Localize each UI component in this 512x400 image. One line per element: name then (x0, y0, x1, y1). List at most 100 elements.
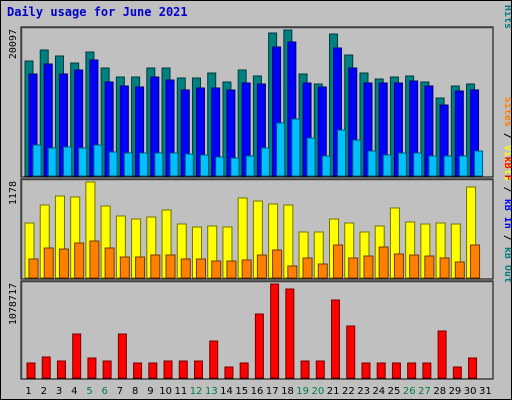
x-tick-label-2: 2 (41, 386, 47, 397)
bar-pages-day-21 (337, 129, 347, 177)
bar-pages-day-27 (428, 155, 438, 177)
bar-kb-f-day-20 (315, 360, 325, 379)
x-tick-label-22: 22 (342, 386, 355, 397)
bar-kb-f-day-13 (209, 340, 219, 379)
bar-kb-f-day-6 (102, 360, 112, 379)
legend-part-4: kB Out (502, 247, 511, 283)
bar-pages-day-16 (260, 147, 270, 177)
bar-pages-day-14 (230, 157, 240, 177)
bar-pages-day-17 (276, 122, 286, 177)
bar-sites-day-24 (378, 246, 389, 279)
x-tick-label-28: 28 (433, 386, 446, 397)
bar-sites-day-4 (74, 242, 85, 279)
x-tick-label-12: 12 (190, 386, 203, 397)
y-max-label-bottom: 1078717 (8, 283, 19, 325)
panel-middle: 1178 Sites / Visits (8, 97, 511, 280)
bar-kb-f-day-18 (285, 288, 295, 379)
bar-pages-day-13 (215, 156, 225, 177)
x-tick-label-31: 31 (479, 386, 492, 397)
bar-sites-day-21 (333, 244, 344, 279)
bar-pages-day-11 (184, 153, 194, 177)
bar-pages-day-7 (123, 152, 133, 177)
bar-pages-day-4 (78, 147, 88, 177)
bar-sites-day-13 (211, 260, 222, 279)
x-tick-label-19: 19 (296, 386, 309, 397)
panel-top: 20097 Pages / Files / Hits (8, 1, 511, 178)
legend-part-3: / (502, 229, 511, 247)
bar-kb-f-day-5 (87, 357, 97, 379)
bar-sites-day-6 (104, 247, 115, 279)
bar-kb-f-day-8 (133, 362, 143, 379)
bar-sites-day-29 (454, 261, 465, 279)
bar-sites-day-27 (424, 255, 435, 279)
legend-part-0: kB F (502, 157, 511, 181)
x-tick-label-24: 24 (372, 386, 385, 397)
bar-pages-day-26 (413, 152, 423, 177)
bar-kb-f-day-10 (163, 360, 173, 379)
legend-part-4: Hits (502, 5, 511, 29)
bar-pages-day-18 (291, 118, 301, 177)
x-tick-label-3: 3 (56, 386, 62, 397)
bar-kb-f-day-25 (391, 362, 401, 379)
bar-sites-day-8 (135, 256, 146, 279)
bar-kb-f-day-3 (56, 360, 66, 379)
bar-sites-day-22 (348, 257, 359, 279)
bar-sites-day-23 (363, 255, 374, 279)
x-tick-label-18: 18 (281, 386, 294, 397)
bar-pages-day-6 (108, 151, 118, 177)
bar-kb-f-day-23 (361, 362, 371, 379)
x-tick-label-15: 15 (235, 386, 248, 397)
bar-sites-day-28 (439, 257, 450, 279)
bar-pages-day-22 (352, 139, 362, 177)
bar-sites-day-3 (58, 248, 69, 279)
x-tick-label-7: 7 (117, 386, 123, 397)
x-tick-label-20: 20 (312, 386, 325, 397)
bar-pages-day-29 (458, 155, 468, 177)
bar-pages-day-30 (474, 150, 484, 177)
bar-sites-day-20 (317, 263, 328, 279)
bar-kb-f-day-21 (331, 299, 341, 379)
bar-pages-day-9 (154, 152, 164, 177)
legend-part-1: / (502, 127, 511, 145)
bar-kb-f-day-1 (26, 362, 36, 379)
bar-sites-day-2 (43, 247, 54, 279)
bar-sites-day-12 (195, 258, 206, 279)
bar-pages-day-8 (139, 152, 149, 177)
bar-kb-f-day-14 (224, 366, 234, 379)
x-tick-label-26: 26 (403, 386, 416, 397)
bar-sites-day-5 (89, 240, 100, 279)
bar-kb-f-day-29 (452, 366, 462, 379)
x-tick-label-23: 23 (357, 386, 370, 397)
x-tick-label-13: 13 (205, 386, 218, 397)
bar-kb-f-day-22 (346, 325, 356, 379)
x-tick-label-21: 21 (327, 386, 340, 397)
legend-part-0: Sites (502, 97, 511, 127)
bar-pages-day-2 (47, 147, 57, 177)
y-max-label-middle: 1178 (8, 181, 19, 205)
bar-pages-day-28 (443, 155, 453, 177)
panel-bottom: 1078717 kB F / kB In / kB Out (8, 157, 511, 380)
bar-kb-f-day-9 (148, 362, 158, 379)
x-tick-label-9: 9 (147, 386, 153, 397)
x-tick-label-8: 8 (132, 386, 138, 397)
bar-sites-day-19 (302, 257, 313, 279)
bar-kb-f-day-19 (300, 360, 310, 379)
legend-part-2: Visits (502, 145, 511, 181)
right-legend-bottom: kB F / kB In / kB Out (502, 157, 511, 283)
bar-sites-day-18 (287, 265, 298, 279)
x-tick-label-14: 14 (220, 386, 233, 397)
x-tick-label-17: 17 (266, 386, 279, 397)
x-tick-label-10: 10 (159, 386, 172, 397)
bar-kb-f-day-7 (117, 333, 127, 379)
bar-sites-day-26 (409, 254, 420, 279)
bar-sites-day-1 (28, 258, 39, 279)
bar-pages-day-19 (306, 137, 316, 177)
bar-kb-f-day-24 (376, 362, 386, 379)
chart-title: Daily usage for June 2021 (7, 5, 188, 19)
bar-pages-day-3 (62, 146, 72, 177)
bar-sites-day-16 (256, 254, 267, 279)
bar-sites-day-30 (470, 244, 481, 279)
bar-kb-f-day-2 (41, 356, 51, 379)
